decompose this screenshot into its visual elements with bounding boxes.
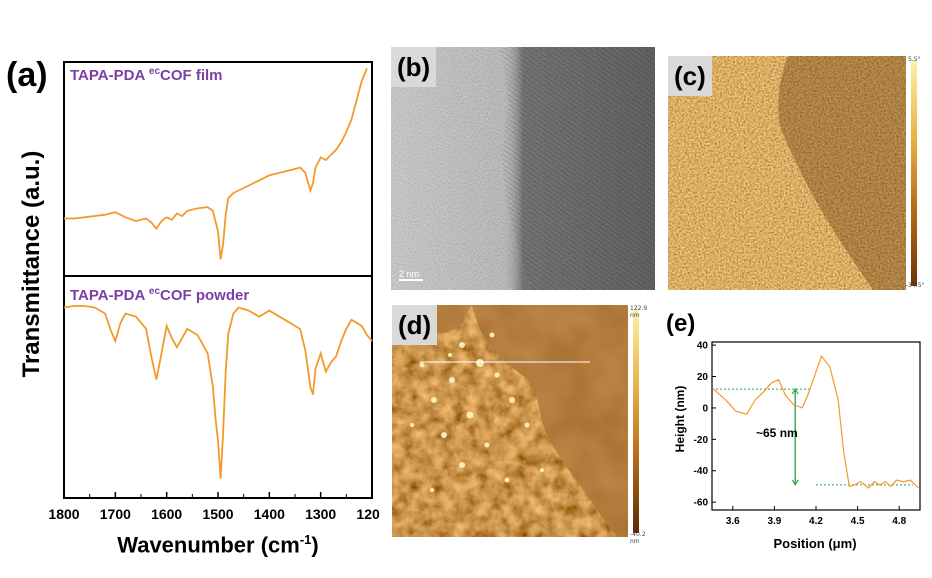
ftir-xtick-label: 1800 (48, 506, 79, 522)
profile-ytick-label: -20 (694, 435, 709, 446)
phase-colorbar (911, 60, 917, 286)
profile-xtick-label: 3.6 (726, 516, 740, 527)
ftir-film-series (64, 68, 368, 260)
panel-e-label: (e) (666, 310, 696, 337)
panel-b: (b) 2 nm (391, 47, 655, 290)
profile-ytick-label: 20 (697, 372, 709, 383)
height-particles (410, 332, 544, 492)
scalebar-line (399, 279, 423, 281)
profile-xtick-label: 4.5 (851, 516, 865, 527)
panel-a-label: (a) (6, 56, 48, 94)
height-cbar-max: 122.9 nm (630, 305, 648, 319)
xlabel-main: Wavenumber (cm (117, 532, 300, 558)
film-title-main: TAPA-PDA (70, 67, 149, 84)
ftir-xtick-label: 1700 (100, 506, 131, 522)
panel-a-xlabel: Wavenumber (cm-1) (64, 532, 372, 558)
ftir-powder-series (63, 305, 373, 479)
profile-ytick-label: 40 (697, 341, 709, 352)
profile-xtick-label: 3.9 (767, 516, 781, 527)
height-cbar-min: -40.2 nm (630, 531, 646, 545)
panel-e: (e) Height (nm) Position (μm) 3.6 3.9 4.2 4… (660, 300, 932, 578)
height-profile-series (713, 354, 920, 489)
profile-ytick-label: -60 (694, 498, 709, 509)
tem-scalebar: 2 nm (399, 269, 423, 281)
height-colorbar (633, 309, 639, 533)
tem-crystal-domain (501, 47, 655, 290)
panel-c: (c) 5.5° -34.5° (668, 56, 928, 290)
profile-xtick-label: 4.8 (892, 516, 906, 527)
ftir-xtick-label: 1500 (202, 506, 233, 522)
guide-arrow-up (791, 387, 799, 395)
ftir-chart: 1800 1700 1600 1500 1400 1300 1200 (48, 61, 380, 522)
profile-xtick-label: 4.2 (809, 516, 823, 527)
panel-d-label: (d) (392, 305, 438, 345)
panel-c-label: (c) (668, 56, 712, 96)
ftir-xtick-label: 1300 (305, 506, 336, 522)
scalebar-label: 2 nm (399, 269, 420, 279)
tem-image (391, 47, 655, 290)
profile-ytick-label: -40 (694, 466, 709, 477)
ftir-xtick-label: 1200 (356, 506, 380, 522)
phase-cbar-min: -34.5° (906, 282, 925, 289)
xlabel-sup: -1 (299, 532, 312, 547)
panel-d: (d) 122.9 nm -40.2 nm (392, 305, 654, 545)
ftir-xtick-label: 1400 (254, 506, 285, 522)
phase-cbar-max: 5.5° (908, 56, 921, 63)
xlabel-close: ) (311, 532, 319, 558)
panel-a: (a) Transmittance (a.u.) 1800 1700 1600 150… (0, 0, 380, 578)
powder-title-main: TAPA-PDA (70, 287, 149, 304)
film-title-rest: COF film (160, 67, 223, 84)
powder-title-rest: COF powder (160, 287, 250, 304)
guide-arrow-down (791, 479, 799, 487)
thickness-annotation: ~65 nm (756, 426, 798, 440)
powder-series-title: TAPA-PDA ecCOF powder (70, 286, 249, 304)
film-series-title: TAPA-PDA ecCOF film (70, 66, 223, 84)
profile-ytick-label: 0 (702, 403, 708, 414)
powder-title-sup: ec (148, 286, 161, 297)
height-profile-chart: 3.6 3.9 4.2 4.5 4.8 40 20 0 -20 -40 -60 (694, 341, 921, 527)
panel-e-xlabel: Position (μm) (773, 536, 857, 551)
panel-b-label: (b) (391, 47, 437, 87)
phase-dark-region (778, 56, 906, 290)
ftir-xtick-label: 1600 (151, 506, 182, 522)
afm-height-image (392, 305, 628, 537)
film-title-sup: ec (148, 66, 161, 77)
